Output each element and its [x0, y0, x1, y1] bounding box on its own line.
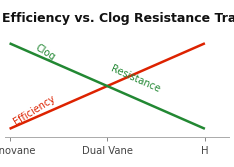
Text: Clog: Clog	[34, 43, 58, 63]
Text: Efficiency vs. Clog Resistance Trade-Off: Efficiency vs. Clog Resistance Trade-Off	[2, 12, 234, 25]
Text: Resistance: Resistance	[109, 63, 162, 94]
Text: Efficiency: Efficiency	[11, 93, 57, 127]
